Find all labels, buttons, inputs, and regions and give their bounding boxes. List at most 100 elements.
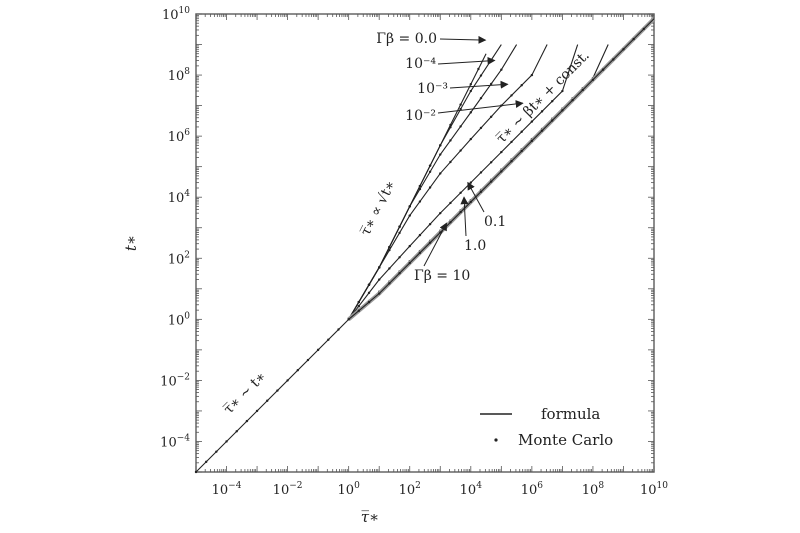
series-common-mc-point <box>286 379 289 382</box>
series-4-mc-point <box>357 304 361 308</box>
annotation-arrow-lbl_1e4 <box>437 56 496 65</box>
annotation-arrow-lbl_1e3 <box>449 80 509 89</box>
series-3-mc-point <box>489 115 493 118</box>
series-4-mc-point <box>561 89 564 93</box>
series-common <box>195 318 350 473</box>
series-common-mc-point <box>255 409 259 413</box>
series-1-mc-point <box>439 144 442 147</box>
series-1-mc-point <box>428 164 432 167</box>
series-6-mc-point <box>469 200 472 204</box>
series-6-mc-point <box>428 241 432 244</box>
y-axis-title: t∗ <box>122 235 140 251</box>
series-4-mc-point <box>408 244 411 248</box>
series-6-mc-point <box>561 109 564 112</box>
series-3-mc-point <box>367 283 371 286</box>
x-tick-label: 10−2 <box>273 481 303 498</box>
series-3-mc-point <box>428 186 432 189</box>
series-common-mc-point <box>337 328 340 331</box>
series-common-mc-point <box>204 460 208 464</box>
series-4-mc-point <box>469 181 472 184</box>
series-2-mc-point <box>428 170 432 174</box>
series-2-mc-point <box>489 82 493 86</box>
series-3-mc-point <box>459 149 462 152</box>
annotation-lbl_01: 0.1 <box>484 214 506 230</box>
annotation-lbl_1e3: 10⁻³ <box>417 81 448 97</box>
series-common-mc-point <box>245 419 249 423</box>
series-6-mc-point <box>551 119 554 122</box>
series-4-mc-point <box>418 233 422 237</box>
series-common-mc-point <box>296 369 299 372</box>
x-tick-label: 100 <box>338 481 361 498</box>
series-3-mc-point <box>408 214 411 217</box>
x-tick-labels: 10−4 10−2 100 102 104 106 108 1010 <box>212 481 669 498</box>
y-tick-labels: 10−4 10−2 100 102 104 106 108 1010 <box>160 6 190 450</box>
series-2-mc-point <box>388 245 391 249</box>
series-4-mc-point <box>489 161 493 164</box>
series-2-mc-point <box>449 139 452 142</box>
series-common-mc-point <box>194 470 198 474</box>
series-6-mc-point <box>449 221 452 224</box>
y-tick-label: 100 <box>168 311 191 328</box>
series-2-mc-point <box>408 205 411 208</box>
series-4-mc-point <box>398 256 401 259</box>
series-3-mc-point <box>418 200 422 203</box>
y-tick-label: 10−4 <box>160 433 190 450</box>
series-6-mc-point <box>581 88 584 92</box>
series-3-mc-point <box>378 266 381 269</box>
annotation-arrow-lbl_01 <box>467 181 485 213</box>
series-6-mc-point <box>632 37 635 41</box>
series-6-mc-point <box>367 300 371 304</box>
y-tick-label: 108 <box>168 67 191 84</box>
series-6-mc-point <box>357 309 361 312</box>
x-tick-label: 108 <box>582 481 605 498</box>
series-0-mc-point <box>469 83 472 86</box>
series-1-mc-point <box>459 107 462 111</box>
series-4-mc-point <box>459 191 462 195</box>
series-4-mc-point <box>479 171 483 174</box>
series-common-mc-point <box>316 348 320 352</box>
series-6-mc-point <box>540 129 544 132</box>
x-axis-title: τ̅∗ <box>361 508 380 526</box>
series-6-mc-point <box>408 261 411 265</box>
series-3-mc-point <box>439 172 442 175</box>
series-6-mc-point <box>489 180 493 183</box>
series-common-mc-point <box>215 450 218 453</box>
series-6-mc-point <box>459 210 462 214</box>
series-4-mc-point <box>551 100 554 103</box>
series-6-mc-point <box>612 58 615 61</box>
series-3-mc-point <box>357 300 361 304</box>
series-3-mc-point <box>479 126 483 130</box>
series-common-mc-point <box>306 358 310 362</box>
annotation-lbl_10: 1.0 <box>464 238 486 254</box>
series-1-mc-point <box>449 126 452 129</box>
series-6-mc-point <box>591 78 595 81</box>
series-6-mc-point <box>388 282 391 285</box>
series-4-mc-point <box>520 130 523 133</box>
series-3-mc-point <box>398 231 401 235</box>
series-2-mc-point <box>479 96 483 100</box>
legend-monte-carlo-label: Monte Carlo <box>518 431 613 449</box>
annotation-arrow-lbl_gb00 <box>439 35 487 44</box>
annotation-lbl_gb00: Γβ = 0.0 <box>376 31 437 47</box>
series-0-mc-point <box>477 67 480 71</box>
series-0-mc-point <box>459 103 462 106</box>
y-tick-label: 10−2 <box>160 372 190 389</box>
x-tick-label: 102 <box>399 481 421 498</box>
series-6-mc-point <box>601 68 605 71</box>
series-4-mc-point <box>500 150 503 154</box>
series-3-mc-point <box>530 73 534 77</box>
legend-dot-marker <box>494 438 498 442</box>
series-6-mc-point <box>347 318 350 321</box>
series-6-mc-point <box>398 271 401 275</box>
y-tick-label: 1010 <box>162 6 190 23</box>
legend: formula Monte Carlo <box>480 405 613 449</box>
series-1-mc-point <box>479 74 483 77</box>
annotation-arrow-lbl_gb10 <box>423 222 447 267</box>
series-2-mc-point <box>500 68 503 71</box>
series-common-mc-point <box>276 389 279 392</box>
series-6-mc-point <box>622 48 625 51</box>
x-tick-label: 106 <box>521 481 544 498</box>
x-tick-label: 1010 <box>640 481 668 498</box>
series-3-mc-point <box>469 137 472 141</box>
series-3-mc-point <box>520 84 523 87</box>
